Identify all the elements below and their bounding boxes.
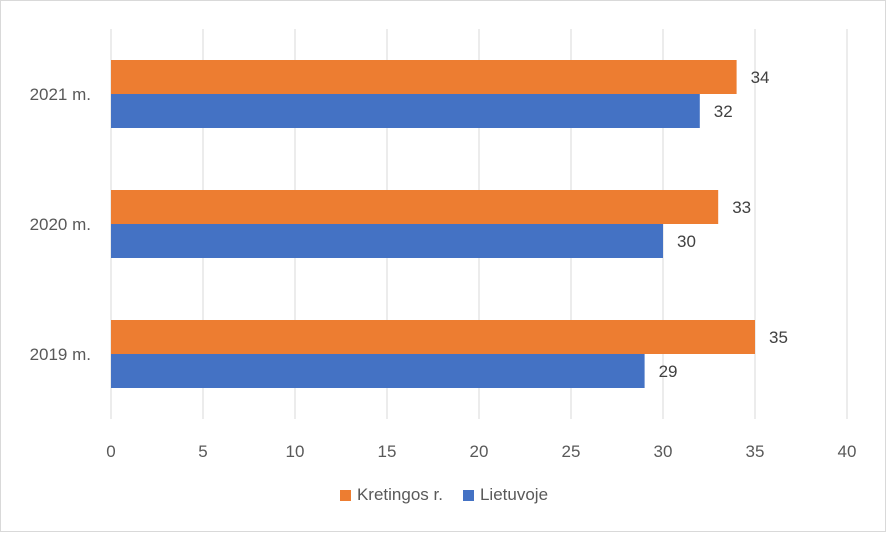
legend-label-lietuvoje: Lietuvoje bbox=[479, 485, 549, 504]
x-tick-label: 35 bbox=[746, 442, 765, 461]
bar-kretingos-0 bbox=[111, 320, 755, 354]
bar-kretingos-1 bbox=[111, 190, 719, 224]
y-tick-label: 2020 m. bbox=[30, 215, 91, 234]
x-tick-label: 25 bbox=[562, 442, 581, 461]
x-tick-label: 10 bbox=[286, 442, 305, 461]
bars bbox=[111, 60, 755, 388]
legend-label-kretingos: Kretingos r. bbox=[356, 485, 443, 504]
bar-lietuvoje-1 bbox=[111, 224, 663, 258]
data-label: 29 bbox=[659, 362, 678, 381]
y-tick-label: 2019 m. bbox=[30, 345, 91, 364]
x-tick-label: 15 bbox=[378, 442, 397, 461]
x-tick-label: 0 bbox=[106, 442, 115, 461]
axes: 0 5 10 15 20 25 30 35 40 2019 m. 2020 m. 2021 m. bbox=[30, 85, 857, 461]
bar-lietuvoje-2 bbox=[111, 94, 700, 128]
legend-swatch-lietuvoje bbox=[462, 489, 474, 501]
legend-item-kretingos: Kretingos r. bbox=[339, 485, 443, 505]
data-label: 34 bbox=[751, 68, 770, 87]
bar-kretingos-2 bbox=[111, 60, 737, 94]
data-label: 33 bbox=[732, 198, 751, 217]
x-tick-label: 20 bbox=[470, 442, 489, 461]
data-label: 30 bbox=[677, 232, 696, 251]
x-tick-label: 30 bbox=[654, 442, 673, 461]
x-tick-label: 5 bbox=[198, 442, 207, 461]
legend-swatch-kretingos bbox=[339, 489, 351, 501]
data-labels: 35 29 33 30 34 32 bbox=[659, 68, 788, 381]
data-label: 35 bbox=[769, 328, 788, 347]
y-tick-label: 2021 m. bbox=[30, 85, 91, 104]
bar-lietuvoje-0 bbox=[111, 354, 645, 388]
x-tick-label: 40 bbox=[838, 442, 857, 461]
data-label: 32 bbox=[714, 102, 733, 121]
legend: Kretingos r. Lietuvoje bbox=[1, 485, 886, 505]
legend-item-lietuvoje: Lietuvoje bbox=[462, 485, 549, 505]
